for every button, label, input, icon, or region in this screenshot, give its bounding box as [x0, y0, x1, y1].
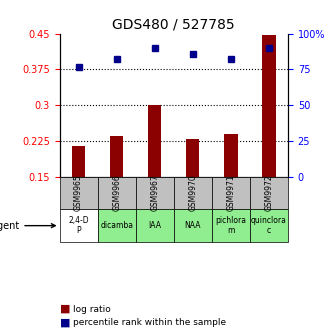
- Text: GSM9970: GSM9970: [188, 175, 197, 211]
- Text: GSM9967: GSM9967: [150, 175, 159, 211]
- Text: IAA: IAA: [148, 221, 161, 230]
- Text: ■: ■: [60, 318, 70, 328]
- Text: GSM9972: GSM9972: [264, 175, 273, 211]
- FancyBboxPatch shape: [174, 209, 212, 242]
- FancyBboxPatch shape: [174, 177, 212, 209]
- FancyBboxPatch shape: [98, 209, 136, 242]
- FancyBboxPatch shape: [212, 209, 250, 242]
- Text: GSM9971: GSM9971: [226, 175, 235, 211]
- Text: dicamba: dicamba: [100, 221, 133, 230]
- Text: agent: agent: [0, 221, 55, 230]
- FancyBboxPatch shape: [212, 177, 250, 209]
- FancyBboxPatch shape: [60, 209, 98, 242]
- Bar: [186, 139, 200, 177]
- Text: percentile rank within the sample: percentile rank within the sample: [73, 318, 226, 327]
- Text: pichlora
m: pichlora m: [215, 216, 246, 235]
- Text: GSM9966: GSM9966: [112, 175, 121, 211]
- FancyBboxPatch shape: [98, 177, 136, 209]
- FancyBboxPatch shape: [136, 177, 174, 209]
- Text: ■: ■: [60, 304, 70, 314]
- FancyBboxPatch shape: [136, 209, 174, 242]
- FancyBboxPatch shape: [60, 177, 98, 209]
- Text: log ratio: log ratio: [73, 305, 111, 313]
- Title: GDS480 / 527785: GDS480 / 527785: [113, 17, 235, 31]
- FancyBboxPatch shape: [250, 209, 288, 242]
- Text: NAA: NAA: [185, 221, 201, 230]
- FancyBboxPatch shape: [250, 177, 288, 209]
- Bar: [224, 134, 238, 177]
- Bar: [262, 35, 276, 177]
- Text: GSM9965: GSM9965: [74, 175, 83, 211]
- Bar: [110, 136, 123, 177]
- Text: 2,4-D
P: 2,4-D P: [68, 216, 89, 235]
- Bar: [72, 146, 85, 177]
- Text: quinclora
c: quinclora c: [251, 216, 287, 235]
- Bar: [148, 105, 162, 177]
